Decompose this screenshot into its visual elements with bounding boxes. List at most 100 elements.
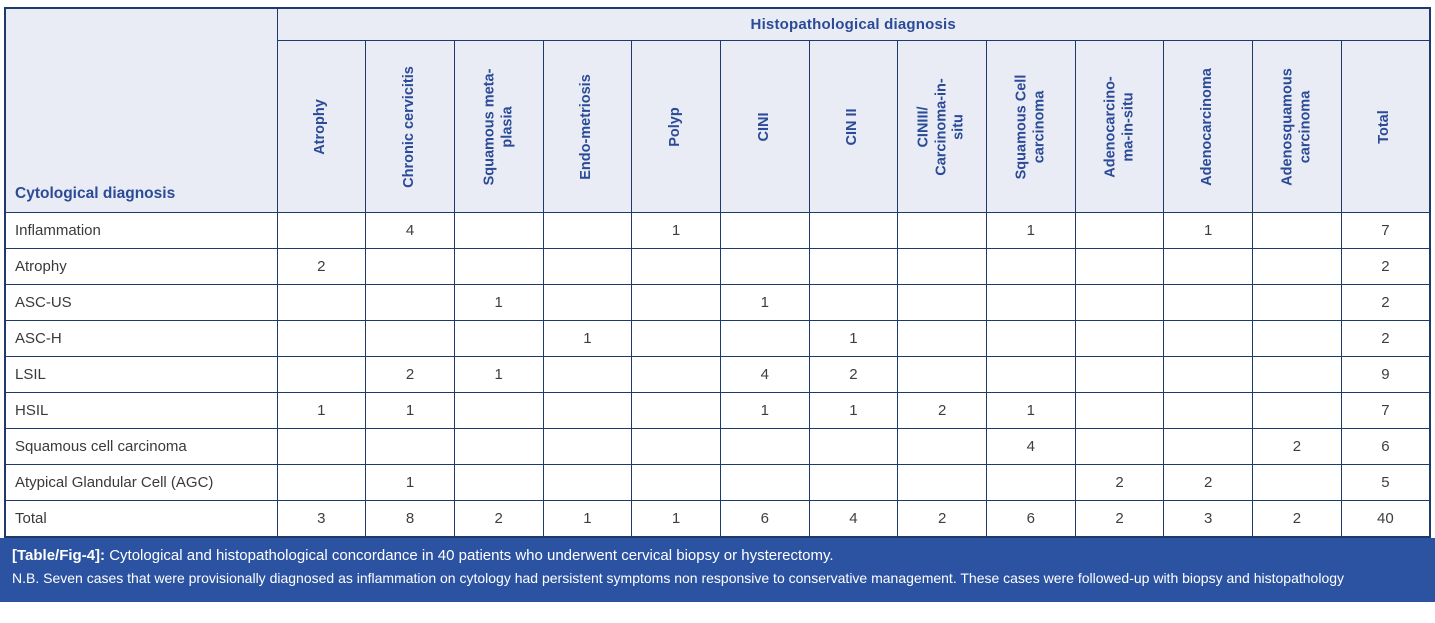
data-cell: 7	[1340, 212, 1431, 249]
data-cell: 1	[631, 500, 721, 538]
data-cell: 9	[1340, 356, 1431, 393]
data-cell	[631, 428, 721, 465]
data-cell	[365, 284, 455, 321]
column-header-adenocarcino-ma-in-situ: Adenocarcino- ma-in-situ	[1074, 40, 1165, 213]
table-row-atypical-glandular-cell-agc: Atypical Glandular Cell (AGC) 1 2 2 5	[4, 464, 1431, 501]
data-cell	[276, 464, 367, 501]
data-cell: 1	[808, 320, 899, 357]
data-cell	[631, 248, 721, 285]
data-cell	[542, 248, 633, 285]
data-cell	[453, 212, 544, 249]
data-cell	[897, 284, 987, 321]
data-cell	[897, 320, 987, 357]
data-cell: 2	[453, 500, 544, 538]
top-header-row: Cytological diagnosis Histopathological …	[4, 7, 1431, 213]
data-cell	[631, 464, 721, 501]
row-label: Inflammation	[4, 212, 278, 249]
data-cell	[986, 356, 1076, 393]
data-cell	[1163, 356, 1254, 393]
data-cell: 1	[453, 284, 544, 321]
top-header-cell: Histopathological diagnosis	[276, 7, 1431, 41]
data-cell	[1163, 428, 1254, 465]
row-label: ASC-US	[4, 284, 278, 321]
table-row-hsil: HSIL 1 1 1 1 2 1 7	[4, 392, 1431, 429]
table-row-asc-us: ASC-US 1 1 2	[4, 284, 1431, 321]
data-cell	[365, 320, 455, 357]
column-header-adenocarcinoma: Adenocarcinoma	[1163, 40, 1254, 213]
data-cell: 2	[1074, 500, 1165, 538]
data-cell: 5	[1340, 464, 1431, 501]
data-cell: 4	[365, 212, 455, 249]
data-cell	[719, 464, 810, 501]
column-header-label: Squamous Cell carcinoma	[1013, 74, 1047, 179]
column-header-ciniii-carcinoma-in-situ: CINIII/ Carcinoma-in- situ	[897, 40, 987, 213]
column-header-label: Adenosquamous carcinoma	[1279, 67, 1313, 186]
data-cell	[897, 212, 987, 249]
row-label: Atrophy	[4, 248, 278, 285]
data-cell: 4	[986, 428, 1076, 465]
data-cell: 7	[1340, 392, 1431, 429]
data-cell: 1	[719, 392, 810, 429]
data-cell: 2	[276, 248, 367, 285]
column-header-label: Total	[1376, 109, 1393, 144]
data-cell: 3	[276, 500, 367, 538]
data-cell	[542, 356, 633, 393]
data-cell	[365, 428, 455, 465]
data-cell	[808, 284, 899, 321]
table-row-lsil: LSIL 2 1 4 2 9	[4, 356, 1431, 393]
row-header-cell: Cytological diagnosis	[4, 7, 278, 213]
data-cell: 1	[631, 212, 721, 249]
data-cell: 2	[897, 500, 987, 538]
data-cell	[453, 428, 544, 465]
data-cell	[276, 356, 367, 393]
table-row-squamous-cell-carcinoma: Squamous cell carcinoma 4 2 6	[4, 428, 1431, 465]
table-row-asc-h: ASC-H 1 1 2	[4, 320, 1431, 357]
data-cell	[897, 356, 987, 393]
column-header-label: CINIII/ Carcinoma-in- situ	[915, 77, 967, 176]
figure-container: Cytological diagnosis Histopathological …	[0, 7, 1435, 602]
column-header-squamous-cell-carcinoma: Squamous Cell carcinoma	[986, 40, 1076, 213]
data-cell	[631, 392, 721, 429]
data-cell: 40	[1340, 500, 1431, 538]
column-header-label: Endo-metriosis	[578, 73, 595, 180]
data-cell	[719, 212, 810, 249]
data-cell	[453, 464, 544, 501]
data-cell	[1074, 320, 1165, 357]
data-cell	[808, 248, 899, 285]
data-cell	[808, 428, 899, 465]
row-header-label: Cytological diagnosis	[15, 185, 176, 202]
column-header-label: CIN II	[844, 107, 861, 146]
data-cell: 2	[1340, 284, 1431, 321]
table-caption: [Table/Fig-4]: Cytological and histopath…	[0, 538, 1435, 602]
data-cell: 2	[365, 356, 455, 393]
row-label: ASC-H	[4, 320, 278, 357]
data-cell: 2	[1340, 248, 1431, 285]
data-cell: 1	[986, 212, 1076, 249]
row-label: HSIL	[4, 392, 278, 429]
row-label: Total	[4, 500, 278, 538]
data-cell	[986, 464, 1076, 501]
column-header-row: Atrophy Chronic cervicitis Squamous meta- …	[5, 40, 1431, 213]
data-cell	[542, 428, 633, 465]
data-cell	[453, 248, 544, 285]
data-cell	[365, 248, 455, 285]
data-cell	[276, 212, 367, 249]
column-header-label: CINI	[755, 112, 772, 141]
column-header-total: Total	[1340, 40, 1431, 213]
data-cell: 2	[1252, 500, 1342, 538]
data-cell: 6	[986, 500, 1076, 538]
data-cell	[1163, 284, 1254, 321]
data-cell	[808, 212, 899, 249]
column-header-label: Polyp	[667, 106, 684, 147]
data-cell	[986, 284, 1076, 321]
data-cell	[986, 320, 1076, 357]
data-cell	[719, 248, 810, 285]
data-cell: 1	[276, 392, 367, 429]
data-cell	[631, 356, 721, 393]
data-cell: 1	[542, 500, 633, 538]
data-cell: 1	[453, 356, 544, 393]
data-cell	[542, 392, 633, 429]
data-cell	[719, 428, 810, 465]
concordance-table: Cytological diagnosis Histopathological …	[4, 7, 1431, 538]
data-cell	[808, 464, 899, 501]
